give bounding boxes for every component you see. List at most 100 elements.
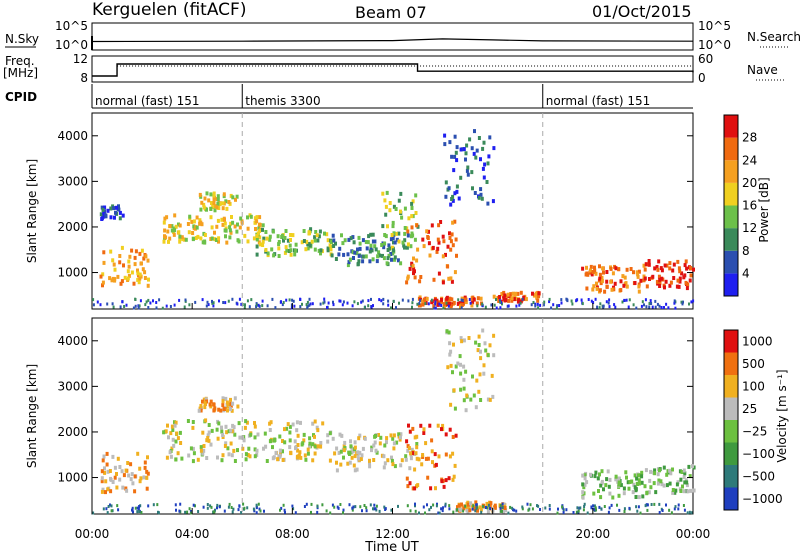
ground-cell	[378, 298, 380, 301]
heat-cell	[504, 298, 507, 302]
heat-cell	[608, 485, 611, 489]
heat-cell	[673, 263, 676, 267]
heat-cell	[585, 272, 588, 276]
ground-cell	[291, 505, 293, 508]
heat-cell	[217, 219, 220, 223]
heat-cell	[204, 418, 207, 422]
ground-cell	[485, 506, 487, 509]
heat-cell	[224, 397, 227, 401]
heat-cell	[658, 284, 661, 288]
heat-cell	[249, 433, 252, 437]
heat-cell	[395, 207, 398, 211]
ground-cell	[289, 298, 291, 301]
heat-cell	[458, 504, 461, 508]
heat-cell	[288, 431, 291, 435]
heat-cell	[370, 448, 373, 452]
heat-cell	[460, 148, 463, 152]
heat-cell	[443, 485, 446, 489]
heat-cell	[449, 428, 452, 432]
heat-cell	[211, 225, 214, 229]
ground-cell	[616, 504, 618, 507]
ground-cell	[398, 302, 400, 305]
heat-cell	[216, 428, 219, 432]
freq-right-label: Nave	[747, 63, 778, 77]
ground-cell	[665, 303, 667, 306]
ground-cell	[583, 508, 585, 511]
heat-cell	[684, 263, 687, 267]
noise-right-tick-bottom: 10^0	[698, 38, 731, 52]
ground-cell	[578, 510, 580, 513]
heat-cell	[399, 463, 402, 467]
ground-cell	[474, 509, 476, 512]
heat-cell	[342, 456, 345, 460]
heat-cell	[605, 285, 608, 289]
heat-cell	[101, 469, 104, 473]
heat-cell	[353, 251, 356, 255]
heat-cell	[222, 206, 225, 210]
heat-cell	[233, 425, 236, 429]
heat-cell	[209, 403, 212, 407]
heat-cell	[379, 436, 382, 440]
ground-cell	[565, 508, 567, 511]
ground-cell	[414, 503, 416, 506]
heat-cell	[659, 479, 662, 483]
heat-cell	[471, 146, 474, 150]
ground-cell	[295, 511, 297, 514]
heat-cell	[431, 460, 434, 464]
ground-cell	[539, 508, 541, 511]
ground-cell	[563, 511, 565, 514]
heat-cell	[474, 156, 477, 160]
heat-cell	[644, 277, 647, 281]
ground-cell	[347, 302, 349, 305]
heat-cell	[598, 264, 601, 268]
heat-cell	[425, 229, 428, 233]
heat-cell	[256, 245, 259, 249]
ground-cell	[602, 306, 604, 309]
ground-cell	[490, 304, 492, 307]
ground-cell	[539, 304, 541, 307]
heat-cell	[357, 457, 360, 461]
heat-cell	[689, 279, 692, 283]
ground-cell	[549, 504, 551, 507]
heat-cell	[429, 254, 432, 258]
heat-cell	[638, 478, 641, 482]
heat-cell	[686, 489, 689, 493]
heat-cell	[203, 444, 206, 448]
heat-cell	[262, 223, 265, 227]
heat-cell	[404, 226, 407, 230]
heat-cell	[399, 261, 402, 265]
heat-cell	[653, 481, 656, 485]
heat-cell	[299, 456, 302, 460]
heat-cell	[362, 447, 365, 451]
ground-cell	[301, 303, 303, 306]
ground-cell	[256, 511, 258, 514]
heat-cell	[358, 254, 361, 258]
heat-cell	[473, 129, 476, 133]
ground-cell	[117, 508, 119, 511]
ground-cell	[397, 505, 399, 508]
heat-cell	[239, 217, 242, 221]
heat-cell	[597, 476, 600, 480]
heat-cell	[225, 425, 228, 429]
heat-cell	[623, 487, 626, 491]
ground-cell	[646, 509, 648, 512]
ground-cell	[442, 506, 444, 509]
freq-left-label-2: [MHz]	[3, 66, 38, 80]
heat-cell	[362, 238, 365, 242]
ground-cell	[207, 301, 209, 304]
heat-cell	[304, 453, 307, 457]
ground-cell	[500, 507, 502, 510]
heat-cell	[403, 246, 406, 250]
heat-cell	[262, 240, 265, 244]
ground-cell	[211, 506, 213, 509]
ground-cell	[175, 503, 177, 506]
heat-cell	[452, 435, 455, 439]
heat-cell	[693, 489, 696, 493]
heat-cell	[319, 445, 322, 449]
heat-cell	[479, 350, 482, 354]
ground-cell	[349, 503, 351, 506]
heat-cell	[134, 256, 137, 260]
heat-cell	[449, 248, 452, 252]
ground-cell	[556, 307, 558, 310]
ytick-label: 4000	[57, 129, 88, 143]
